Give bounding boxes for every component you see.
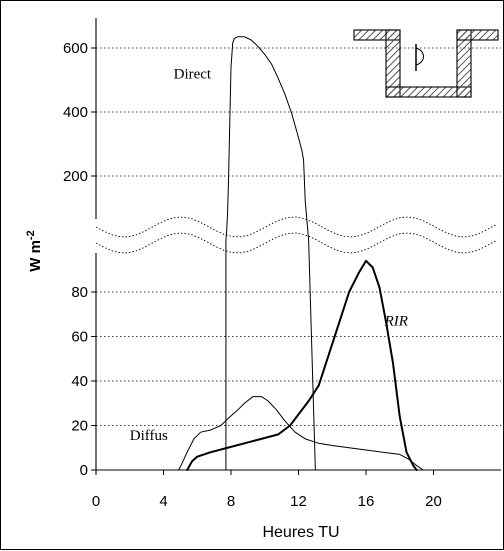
upper-y-tick-label: 200 [63, 168, 88, 185]
x-tick-label: 8 [227, 493, 235, 510]
lower-y-tick-label: 80 [71, 284, 88, 301]
y-axis-label: W m-2 [25, 230, 44, 271]
svg-text:W m-2: W m-2 [25, 230, 44, 271]
series-label-diffus: Diffus [130, 428, 168, 444]
lower-y-tick-label: 20 [71, 418, 88, 435]
y-axis-label-main: W m [27, 240, 44, 272]
x-tick-label: 4 [159, 493, 167, 510]
x-axis-label: Heures TU [262, 524, 339, 541]
series-label-direct: Direct [174, 66, 212, 82]
lower-y-tick-label: 60 [71, 329, 88, 346]
y-axis-label-exponent: -2 [25, 230, 37, 240]
x-tick-label: 0 [92, 493, 100, 510]
series-line-direct [225, 36, 310, 241]
series-label-rir: RIR [384, 313, 408, 329]
upper-y-tick-label: 600 [63, 40, 88, 57]
upper-y-tick-label: 400 [63, 104, 88, 121]
x-tick-label: 12 [290, 493, 307, 510]
axis-layer: 200 400 600 0 20 40 60 80 0 4 8 12 16 20 [63, 18, 501, 510]
series-line-diffus [178, 396, 424, 471]
series-line-rir [186, 259, 418, 471]
axis-break-wave-upper [95, 216, 497, 238]
x-tick-label: 16 [358, 493, 375, 510]
icon-radiation-arc [415, 47, 424, 66]
axis-break-wave-lower [95, 232, 497, 254]
building-cross-section-icon [353, 29, 499, 98]
series-layer [178, 36, 424, 471]
series-line-direct-falling-stem [308, 239, 316, 471]
lower-y-tick-label: 40 [71, 373, 88, 390]
icon-part [456, 29, 499, 41]
label-layer: Direct Diffus RIR [130, 66, 408, 444]
lower-y-tick-label: 0 [80, 462, 88, 479]
x-tick-label: 20 [425, 493, 442, 510]
grid-layer [96, 47, 501, 426]
